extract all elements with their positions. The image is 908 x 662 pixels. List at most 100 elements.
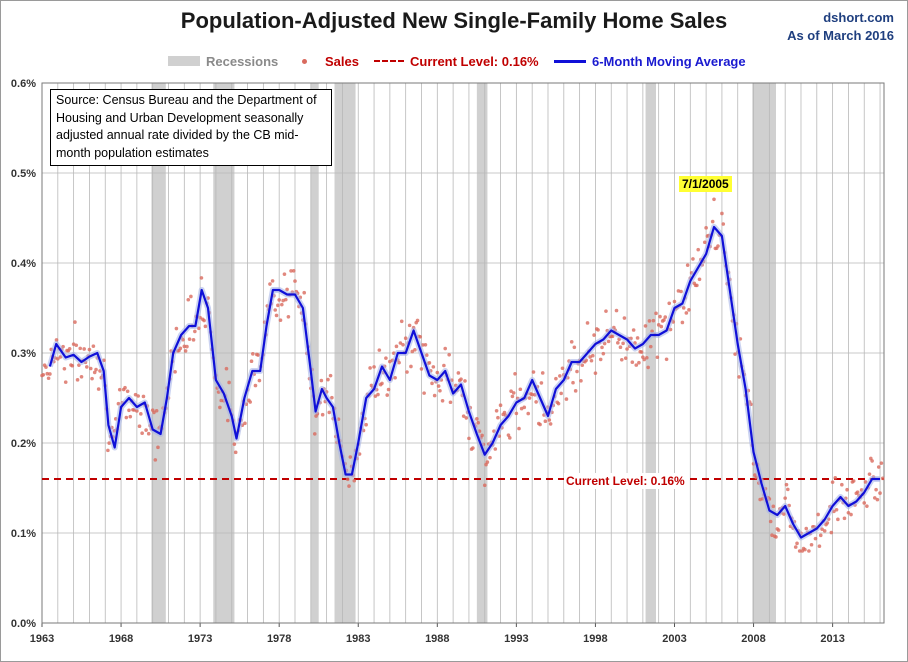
sales-dot — [326, 377, 330, 382]
sales-dot — [224, 366, 229, 371]
sales-dot — [106, 448, 110, 453]
sales-dot — [90, 376, 94, 381]
sales-dot — [136, 394, 140, 398]
sales-dot — [513, 371, 517, 376]
solid-line-icon — [554, 59, 586, 63]
sales-dot — [784, 482, 789, 487]
sales-dot — [526, 411, 531, 416]
sales-dot — [409, 364, 413, 369]
sales-dot — [842, 516, 847, 521]
sales-dot — [459, 377, 463, 381]
sales-dot — [48, 372, 52, 376]
sales-dot — [456, 371, 461, 375]
sales-dot — [878, 491, 882, 495]
sales-dot — [651, 318, 656, 323]
sales-dot — [598, 357, 603, 362]
sales-dot — [153, 458, 158, 462]
sales-dot — [695, 283, 699, 288]
sales-dot — [656, 323, 661, 327]
sales-dot — [659, 324, 664, 329]
sales-dot — [783, 496, 787, 500]
sales-dot — [596, 328, 600, 332]
sales-dot — [96, 387, 101, 391]
sales-dot — [63, 380, 68, 384]
sales-dot — [518, 387, 523, 392]
legend-item-moving-average: 6-Month Moving Average — [554, 52, 746, 70]
sales-dot — [44, 365, 48, 369]
sales-dot — [146, 431, 151, 436]
sales-dot — [631, 328, 636, 332]
sales-dot — [720, 211, 724, 216]
sales-dot — [556, 401, 561, 406]
sales-dot — [480, 433, 484, 438]
sales-dot — [127, 408, 131, 413]
sales-dot — [203, 324, 208, 329]
sales-dot — [493, 447, 498, 451]
sales-dot — [782, 512, 786, 516]
sales-dot — [840, 482, 844, 487]
sales-dot — [554, 376, 558, 381]
sales-dot — [183, 349, 188, 353]
sales-dot — [199, 276, 204, 280]
sales-dot — [498, 403, 503, 408]
sales-dot — [833, 476, 838, 480]
current-level-annotation: Current Level: 0.16% — [564, 473, 687, 489]
sales-dot — [348, 455, 353, 459]
sales-dot — [643, 324, 648, 328]
sales-dot — [710, 219, 715, 224]
sales-dot — [774, 535, 778, 539]
sales-dot — [807, 549, 811, 553]
sales-dot — [829, 530, 834, 535]
legend-label-sales: Sales — [325, 53, 359, 69]
sales-dot — [443, 346, 448, 351]
y-tick-label: 0.2% — [11, 438, 36, 450]
sales-dot — [647, 319, 652, 323]
sales-dot — [79, 374, 84, 379]
sales-dot — [75, 378, 80, 382]
sales-dot — [667, 301, 672, 306]
sales-dot — [291, 268, 296, 273]
sales-dot — [251, 352, 255, 356]
sales-dot — [697, 277, 702, 282]
sales-dot — [377, 348, 382, 352]
sales-dot — [579, 378, 583, 383]
sales-dot — [604, 309, 608, 313]
sales-dot — [672, 299, 677, 304]
sales-dot — [401, 342, 405, 347]
sales-dot — [82, 347, 86, 351]
source-site: dshort.com As of March 2016 — [787, 9, 894, 45]
sales-dot — [467, 436, 471, 441]
x-tick-label: 1963 — [30, 633, 54, 645]
sales-dot — [771, 504, 776, 509]
sales-dot — [135, 409, 139, 413]
sales-dot — [410, 349, 415, 354]
sales-dot — [464, 416, 469, 420]
sales-dot — [91, 344, 96, 348]
sales-dot — [816, 512, 820, 517]
sales-dot — [687, 308, 691, 312]
sales-dot — [475, 417, 479, 421]
sales-dot — [685, 263, 690, 267]
sales-dot — [152, 410, 156, 415]
sales-dot — [273, 308, 278, 312]
sales-dot — [282, 272, 287, 276]
sales-dot — [704, 226, 708, 230]
sales-dot — [547, 418, 552, 422]
sales-dot — [385, 393, 390, 397]
sales-dot — [276, 303, 280, 308]
x-tick-label: 1968 — [109, 633, 133, 645]
sales-dot — [319, 378, 324, 383]
recession-swatch-icon — [168, 56, 200, 66]
sales-dot — [270, 279, 275, 283]
sales-dot — [476, 420, 480, 425]
sales-dot — [154, 408, 159, 413]
sales-dot — [511, 391, 516, 395]
sales-dot — [569, 340, 574, 344]
sales-dot — [124, 415, 129, 420]
sales-dot — [436, 384, 441, 388]
sales-dot — [372, 365, 376, 369]
sales-dot — [312, 432, 317, 436]
moving-average-line — [48, 225, 880, 539]
sales-dot — [123, 385, 127, 390]
